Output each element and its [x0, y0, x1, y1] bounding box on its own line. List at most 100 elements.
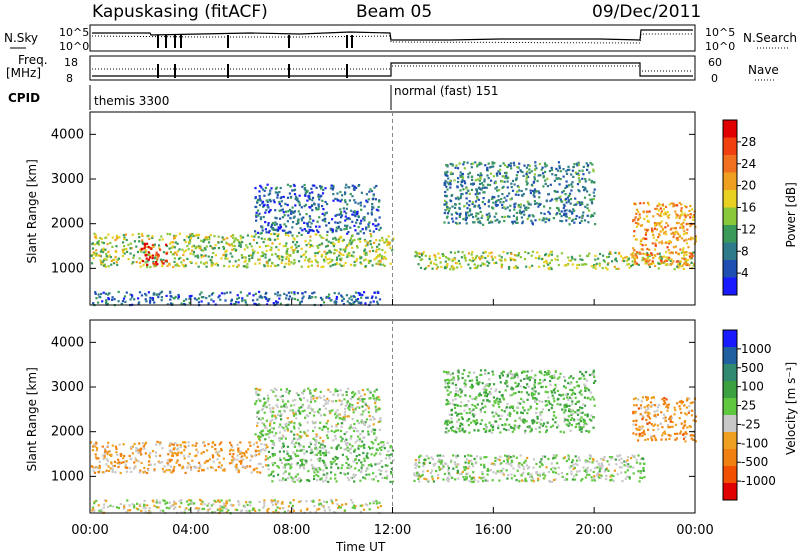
- cell-velocity-2-530: [311, 394, 314, 397]
- cell-power-6-324: [374, 296, 378, 299]
- cell-velocity-1-523: [324, 454, 328, 457]
- cell-power-0-767: [356, 245, 359, 248]
- cell-power-6-228: [212, 300, 215, 303]
- cell-power-2-296: [310, 187, 313, 190]
- cell-power-5-289: [491, 197, 494, 200]
- cell-power-5-799: [472, 221, 475, 224]
- cell-velocity-1-229: [345, 455, 348, 458]
- cell-power-4-264: [679, 248, 682, 251]
- cell-velocity-2-624: [355, 429, 358, 432]
- cell-velocity-5-230: [475, 379, 478, 382]
- cell-velocity-4-72: [680, 411, 683, 414]
- cell-velocity-3-499: [528, 466, 531, 469]
- cell-power-5-541: [451, 205, 454, 208]
- cell-power-0-818: [381, 239, 384, 242]
- cell-velocity-1-329: [362, 451, 365, 455]
- cell-velocity-2-291: [364, 421, 367, 424]
- cell-power-4-365: [655, 239, 658, 242]
- cell-velocity-5-286: [486, 398, 489, 402]
- cell-power-3-311: [547, 254, 550, 258]
- cell-power-0-534: [169, 251, 172, 254]
- cell-power-6-201: [107, 297, 110, 300]
- cell-velocity-0-307: [187, 455, 190, 458]
- cell-power-3-427: [461, 251, 464, 254]
- cell-power-0-945: [335, 249, 338, 252]
- cell-velocity-2-226: [257, 410, 260, 413]
- cell-velocity-4-8: [638, 425, 641, 428]
- cell-power-2-586: [354, 215, 357, 218]
- cell-power-0-332: [292, 250, 295, 253]
- cell-power-2-476: [303, 187, 306, 191]
- cell-velocity-3-300: [576, 463, 579, 466]
- cell-velocity-3-382: [521, 479, 524, 482]
- cell-velocity-0-298: [98, 466, 101, 469]
- cell-power-6-180: [333, 301, 336, 304]
- cell-velocity-3-364: [542, 471, 545, 474]
- cell-power-6-307: [185, 298, 188, 301]
- cell-power-0-896: [200, 254, 203, 257]
- cell-power-0-647: [204, 248, 207, 251]
- cell-velocity-5-76: [533, 386, 536, 389]
- cell-velocity-3-553: [603, 470, 606, 473]
- cell-velocity-2-726: [348, 427, 351, 430]
- cell-power-0-673: [139, 248, 142, 251]
- cell-velocity-3-569: [450, 460, 453, 463]
- cell-velocity-1-378: [305, 460, 308, 463]
- cell-velocity-0-90: [192, 465, 195, 468]
- cell-velocity-2-47: [279, 436, 282, 440]
- cell-velocity-4-234: [636, 428, 639, 431]
- cell-velocity-0-177: [219, 466, 223, 469]
- cell-velocity-3-48: [588, 457, 592, 460]
- cell-power-5-828: [516, 190, 519, 193]
- cell-power-5-393: [582, 173, 585, 176]
- cell-power-2-401: [291, 210, 294, 214]
- cell-velocity-3-18: [522, 465, 525, 468]
- cell-velocity-2-1: [372, 397, 375, 400]
- cell-power-2-488: [325, 211, 328, 214]
- cell-power-5-849: [571, 185, 574, 188]
- cell-power-5-963: [530, 183, 533, 186]
- cell-velocity-2-85: [344, 415, 347, 418]
- cell-power-0-446: [309, 235, 312, 238]
- cell-power-2-580: [283, 229, 286, 232]
- cell-velocity-1-322: [359, 471, 362, 474]
- cell-velocity-3-358: [430, 456, 433, 459]
- cell-power-0-895: [380, 255, 383, 258]
- cell-power-2-85: [355, 221, 358, 224]
- cell-power-3-239: [547, 267, 551, 271]
- cell-power-2-385: [375, 227, 378, 230]
- cell-velocity-4-36: [632, 419, 635, 423]
- cell-velocity-2-619: [297, 427, 300, 430]
- cell-power-2-326: [352, 187, 355, 190]
- beam-title: Beam 05: [356, 2, 432, 22]
- cell-velocity-2-559: [298, 406, 301, 409]
- nsky-label: N.Sky: [4, 31, 38, 45]
- cell-velocity-5-54: [537, 382, 540, 385]
- cell-power-6-265: [314, 296, 317, 299]
- cell-power-3-304: [632, 251, 635, 254]
- cell-velocity-0-157: [157, 460, 160, 463]
- cell-velocity-2-353: [263, 403, 266, 406]
- cell-velocity-5-135: [533, 384, 536, 387]
- cell-power-3-461: [507, 266, 511, 269]
- cell-power-3-46: [614, 251, 617, 254]
- cell-velocity-3-666: [465, 478, 468, 481]
- cell-velocity-2-706: [356, 401, 359, 405]
- cell-velocity-3-75: [466, 458, 469, 461]
- cell-power-5-116: [581, 216, 584, 219]
- cell-velocity-1-554: [289, 467, 292, 470]
- cell-power-3-347: [547, 263, 550, 266]
- cell-power-6-16: [117, 300, 120, 303]
- cell-power-5-926: [526, 217, 529, 220]
- cell-power-5-766: [591, 163, 594, 166]
- cell-velocity-0-417: [245, 456, 248, 459]
- cell-power-5-666: [479, 176, 482, 179]
- cell-power-5-930: [580, 219, 583, 222]
- cell-power-3-289: [645, 262, 648, 265]
- cell-velocity-2-731: [318, 395, 321, 398]
- cell-power-6-17: [120, 302, 123, 305]
- cell-velocity-3-359: [414, 459, 417, 462]
- cell-velocity-0-103: [153, 469, 156, 472]
- cell-power-6-97: [153, 301, 156, 304]
- cell-power-5-1001: [470, 213, 473, 216]
